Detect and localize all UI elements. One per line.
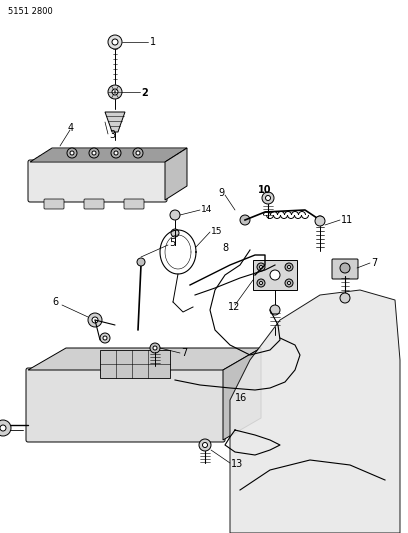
Polygon shape: [165, 148, 187, 200]
Text: 8: 8: [222, 243, 228, 253]
Circle shape: [171, 229, 179, 237]
Circle shape: [316, 216, 324, 224]
FancyBboxPatch shape: [253, 260, 297, 290]
Text: 3: 3: [109, 130, 115, 140]
Circle shape: [270, 305, 280, 315]
Text: 7: 7: [181, 348, 187, 358]
Text: 16: 16: [235, 393, 247, 403]
Circle shape: [340, 263, 350, 273]
FancyBboxPatch shape: [100, 350, 170, 378]
Circle shape: [100, 333, 110, 343]
Circle shape: [92, 151, 96, 155]
Circle shape: [108, 85, 122, 99]
Text: 14: 14: [201, 206, 213, 214]
Circle shape: [112, 39, 118, 45]
Circle shape: [259, 265, 262, 269]
Polygon shape: [223, 348, 261, 440]
Circle shape: [262, 192, 274, 204]
FancyBboxPatch shape: [332, 259, 358, 279]
Circle shape: [153, 346, 157, 350]
Circle shape: [70, 151, 74, 155]
Polygon shape: [105, 112, 125, 132]
Circle shape: [199, 439, 211, 451]
Circle shape: [103, 336, 107, 340]
Polygon shape: [30, 148, 187, 162]
Text: 12: 12: [228, 302, 240, 312]
Circle shape: [202, 442, 208, 448]
Circle shape: [89, 148, 99, 158]
Text: 6: 6: [52, 297, 58, 307]
Circle shape: [288, 281, 290, 285]
Circle shape: [288, 265, 290, 269]
Text: 11: 11: [341, 215, 353, 225]
Circle shape: [108, 35, 122, 49]
FancyBboxPatch shape: [28, 160, 167, 202]
Circle shape: [285, 263, 293, 271]
Circle shape: [257, 263, 265, 271]
Circle shape: [0, 420, 11, 436]
Text: 4: 4: [68, 123, 74, 133]
Text: 2: 2: [141, 88, 148, 98]
Circle shape: [92, 317, 98, 323]
Circle shape: [340, 293, 350, 303]
Circle shape: [136, 151, 140, 155]
Circle shape: [112, 89, 118, 95]
Text: 1: 1: [150, 37, 156, 47]
Text: 5: 5: [169, 238, 175, 248]
Circle shape: [114, 151, 118, 155]
FancyBboxPatch shape: [84, 199, 104, 209]
Circle shape: [67, 148, 77, 158]
Circle shape: [270, 270, 280, 280]
Circle shape: [88, 313, 102, 327]
Circle shape: [266, 196, 271, 200]
Circle shape: [111, 148, 121, 158]
Circle shape: [315, 216, 325, 226]
Polygon shape: [230, 290, 400, 533]
FancyBboxPatch shape: [26, 368, 225, 442]
Circle shape: [257, 279, 265, 287]
Circle shape: [259, 281, 262, 285]
Polygon shape: [28, 348, 261, 370]
Circle shape: [170, 210, 180, 220]
Circle shape: [150, 343, 160, 353]
Text: 15: 15: [211, 228, 222, 237]
Circle shape: [137, 258, 145, 266]
Text: 9: 9: [218, 188, 224, 198]
Text: 7: 7: [371, 258, 377, 268]
FancyBboxPatch shape: [124, 199, 144, 209]
Circle shape: [0, 425, 6, 431]
Circle shape: [240, 215, 250, 225]
Text: 13: 13: [231, 459, 243, 469]
Text: 5151 2800: 5151 2800: [8, 7, 53, 17]
Text: 10: 10: [258, 185, 271, 195]
FancyBboxPatch shape: [44, 199, 64, 209]
Circle shape: [133, 148, 143, 158]
Circle shape: [285, 279, 293, 287]
